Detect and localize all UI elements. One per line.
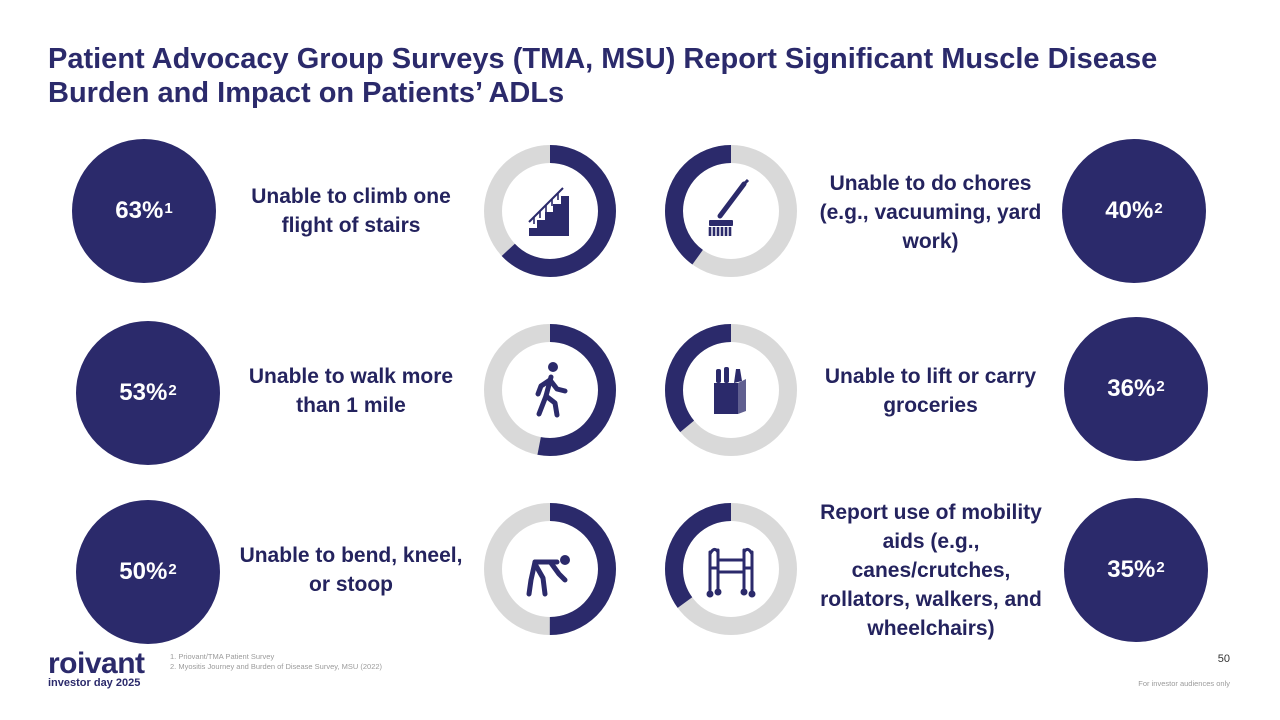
stairs-icon [528,187,569,236]
stat-circle-bend: 50% 2 [76,500,220,644]
footnotes: 1. Priovant/TMA Patient Survey 2. Myosit… [170,652,382,672]
stat-circle-chores: 40% 2 [1062,139,1206,283]
footnote-2: 2. Myositis Journey and Burden of Diseas… [170,662,383,671]
grocery-bag-icon [714,367,746,414]
donut-arc [665,503,797,635]
stat-label-bend: Unable to bend, kneel, or stoop [239,544,463,596]
broom-icon [708,178,750,236]
footnote-ref: 2 [168,381,177,399]
donut-arc [484,503,616,635]
stat-circle-mobility: 35% 2 [1064,498,1208,642]
donut-chart-groceries [664,323,798,457]
stat-label-mobility: Report use of mobility aids (e.g., canes… [820,501,1042,640]
stat-value: 50% [119,558,168,585]
donut-chart-chores [664,144,798,278]
donut-arc [484,145,616,277]
stat-value: 35% [1107,556,1156,583]
roivant-logo: roivant investor day 2025 [48,647,158,690]
stat-label-groceries: Unable to lift or carry groceries [824,365,1037,417]
logo-wordmark: roivant [48,647,145,680]
bending-person-icon [526,555,570,597]
donut-chart-mobility [664,502,798,636]
stat-label-stairs: Unable to climb one flight of stairs [251,185,451,237]
footnote-ref: 2 [168,560,177,578]
stat-label-chores: Unable to do chores (e.g., vacuuming, ya… [819,172,1042,253]
stat-value: 40% [1105,197,1154,224]
stat-value: 53% [119,379,168,406]
footnote-ref: 2 [1156,558,1165,576]
stat-value: 63% [115,197,164,224]
stat-value: 36% [1107,375,1156,402]
stat-circle-walk: 53% 2 [76,321,220,465]
stat-circle-stairs: 63% 1 [72,139,216,283]
footnote-ref: 2 [1154,199,1163,217]
walker-icon [706,547,756,598]
donut-chart-bend [483,502,617,636]
donut-arc [484,324,616,456]
footnote-1: 1. Priovant/TMA Patient Survey [170,652,275,661]
footnote-ref: 1 [164,199,173,217]
page-number: 50 [1217,653,1230,665]
donut-chart-stairs [483,144,617,278]
disclaimer: For investor audiences only [1138,679,1230,688]
walking-person-icon [535,362,568,418]
donut-chart-walk [483,323,617,457]
page-title: Patient Advocacy Group Surveys (TMA, MSU… [48,43,1158,109]
footnote-ref: 2 [1156,377,1165,395]
donut-arc [665,145,797,277]
logo-subtitle: investor day 2025 [48,677,141,689]
stat-circle-groceries: 36% 2 [1064,317,1208,461]
stat-label-walk: Unable to walk more than 1 mile [248,365,454,417]
donut-arc [665,324,797,456]
